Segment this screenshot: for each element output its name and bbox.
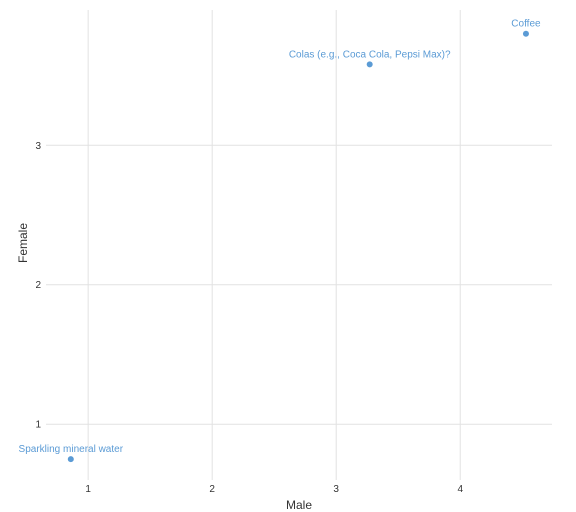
y-axis-title: Female (16, 223, 30, 263)
x-tick-label-3: 3 (333, 484, 339, 495)
x-tick-label-1: 1 (85, 484, 91, 495)
y-gridlines (46, 144, 552, 425)
y-tick-labels: 1 2 3 (35, 141, 41, 431)
x-tick-label-4: 4 (457, 484, 463, 495)
y-tick-label-3: 3 (35, 141, 41, 152)
data-point-label-3: Sparkling mineral water (19, 444, 124, 455)
x-gridlines (87, 10, 461, 480)
y-tick-label-2: 2 (35, 280, 41, 291)
data-point-label-1: Coffee (511, 19, 541, 30)
x-axis-title: Male (286, 498, 312, 512)
x-tick-labels: 1 2 3 4 (85, 484, 463, 495)
data-point-3 (67, 456, 74, 463)
data-point-1 (522, 30, 529, 37)
y-tick-label-1: 1 (35, 420, 41, 431)
data-point-label-2: Colas (e.g., Coca Cola, Pepsi Max)? (289, 49, 451, 60)
x-tick-label-2: 2 (209, 484, 215, 495)
data-point-2 (366, 61, 373, 68)
data-points: Coffee Colas (e.g., Coca Cola, Pepsi Max)… (19, 19, 541, 463)
